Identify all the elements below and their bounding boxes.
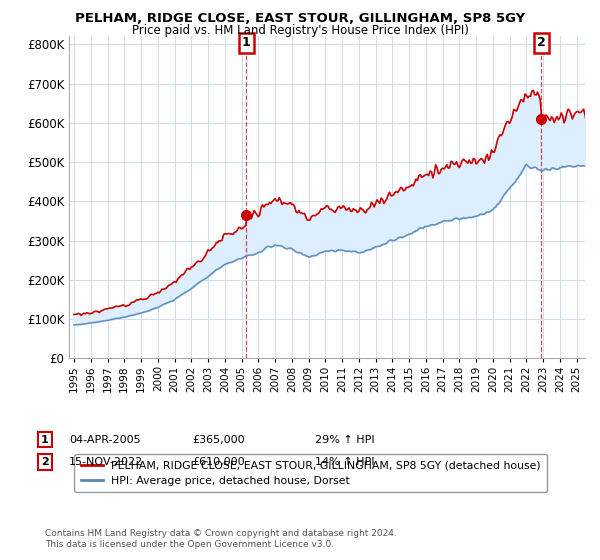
Text: £365,000: £365,000 <box>192 435 245 445</box>
Text: 1: 1 <box>41 435 49 445</box>
Text: 2: 2 <box>41 457 49 467</box>
Text: 2: 2 <box>537 36 545 49</box>
Legend: PELHAM, RIDGE CLOSE, EAST STOUR, GILLINGHAM, SP8 5GY (detached house), HPI: Aver: PELHAM, RIDGE CLOSE, EAST STOUR, GILLING… <box>74 454 547 492</box>
Text: £610,000: £610,000 <box>192 457 245 467</box>
Text: 1: 1 <box>242 36 250 49</box>
Text: 04-APR-2005: 04-APR-2005 <box>69 435 140 445</box>
Text: Contains HM Land Registry data © Crown copyright and database right 2024.
This d: Contains HM Land Registry data © Crown c… <box>45 529 397 549</box>
Text: 15-NOV-2022: 15-NOV-2022 <box>69 457 143 467</box>
Text: 29% ↑ HPI: 29% ↑ HPI <box>315 435 374 445</box>
Text: 14% ↑ HPI: 14% ↑ HPI <box>315 457 374 467</box>
Text: Price paid vs. HM Land Registry's House Price Index (HPI): Price paid vs. HM Land Registry's House … <box>131 24 469 37</box>
Text: PELHAM, RIDGE CLOSE, EAST STOUR, GILLINGHAM, SP8 5GY: PELHAM, RIDGE CLOSE, EAST STOUR, GILLING… <box>75 12 525 25</box>
